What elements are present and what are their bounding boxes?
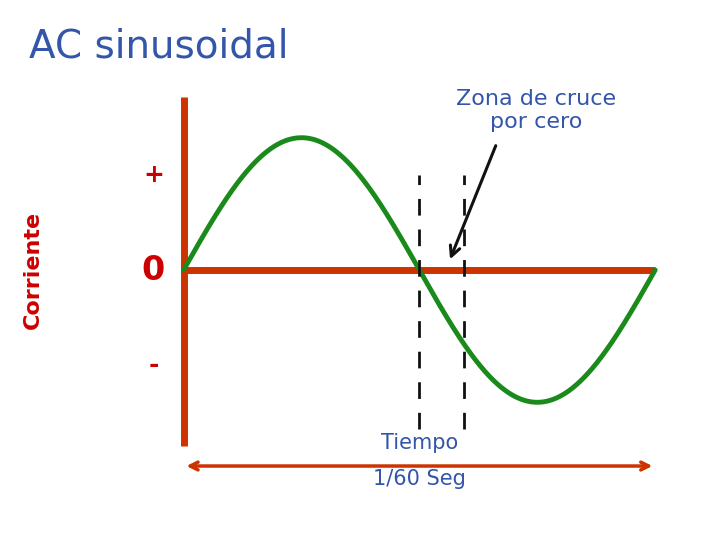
Text: Zona de cruce
por cero: Zona de cruce por cero — [456, 89, 616, 132]
Text: Tiempo: Tiempo — [381, 433, 458, 453]
Text: Corriente: Corriente — [22, 211, 42, 329]
Text: AC sinusoidal: AC sinusoidal — [29, 27, 288, 65]
Text: -: - — [148, 353, 158, 377]
Text: 0: 0 — [142, 253, 165, 287]
Text: 1/60 Seg: 1/60 Seg — [373, 469, 466, 489]
Text: +: + — [143, 163, 163, 187]
